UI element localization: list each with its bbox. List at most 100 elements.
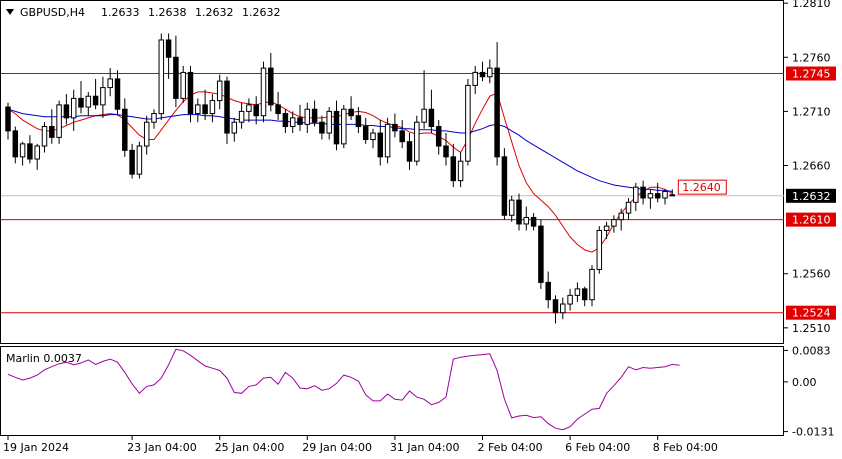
candle: [297, 104, 303, 131]
candle: [187, 65, 194, 123]
candle-body: [341, 108, 347, 145]
candle: [392, 113, 398, 138]
price-axis: 1.2810 1.2760 1.2710 1.2660 1.2560 1.2510 1.27…: [784, 0, 836, 335]
candle-body: [297, 117, 303, 125]
candle: [516, 193, 522, 231]
candle: [560, 297, 566, 320]
candle-body: [180, 71, 186, 99]
candle: [165, 33, 172, 79]
candle: [662, 189, 668, 205]
candle-body: [545, 281, 551, 301]
dropdown-triangle-icon[interactable]: [6, 9, 14, 15]
candle-body: [19, 143, 26, 158]
candle: [567, 288, 573, 311]
candle-body: [12, 130, 19, 158]
candle: [406, 133, 413, 170]
candle-body: [92, 95, 99, 106]
marlin-path: [7, 348, 680, 431]
candle-body: [216, 80, 223, 102]
candle: [647, 189, 654, 209]
candle-body: [143, 121, 150, 147]
candle: [399, 120, 405, 149]
candle-body: [647, 193, 654, 199]
level-badge: [786, 66, 836, 81]
candle-body: [304, 108, 311, 125]
candle-body: [487, 67, 493, 78]
time-tick-label: 2 Feb 04:00: [478, 441, 543, 454]
indicator-tick-label: 0.00: [792, 376, 817, 389]
candle: [581, 286, 588, 307]
candle: [260, 61, 267, 123]
candle: [100, 76, 106, 118]
candle-body: [414, 121, 420, 162]
moving-averages: 1.2640: [7, 91, 727, 253]
candle: [275, 91, 281, 121]
candle-body: [326, 110, 332, 134]
candle-body: [100, 87, 106, 106]
candle: [34, 143, 40, 170]
candle-body: [333, 110, 340, 145]
candle: [384, 117, 391, 164]
indicator-tick-label: 0.0083: [792, 344, 831, 357]
candle-body: [377, 132, 384, 158]
indicator-panel: 0.0083 0.00 -0.0131 Marlin 0.0037: [0, 344, 834, 439]
candle-body: [56, 104, 62, 138]
candle: [479, 61, 486, 82]
candle-body: [457, 160, 464, 182]
candle-body: [34, 145, 40, 160]
candle-body: [151, 113, 157, 123]
candle-body: [392, 123, 398, 132]
candle: [238, 102, 245, 129]
candle: [19, 141, 26, 166]
current-price-label: 1.2632: [792, 190, 831, 203]
candle: [326, 107, 332, 140]
candle-body: [435, 126, 442, 147]
candle-body: [443, 145, 449, 158]
candle: [443, 133, 449, 166]
current-price-badge: [786, 188, 836, 203]
candle: [603, 221, 610, 240]
candle: [545, 271, 551, 309]
candle: [370, 128, 376, 149]
candle: [552, 295, 559, 324]
candle-body: [173, 56, 179, 99]
candle: [428, 89, 435, 134]
price-tick-label: 1.2510: [792, 322, 831, 335]
candle-body: [640, 186, 646, 199]
candle: [589, 265, 595, 307]
ohlc-readout: 1.2633 1.2638 1.2632 1.2632: [101, 6, 281, 19]
candle-body: [348, 108, 354, 117]
candle: [122, 98, 128, 157]
candle: [362, 117, 369, 144]
level-label: 1.2745: [792, 68, 831, 81]
price-tick-label: 1.2760: [792, 51, 831, 64]
candle-body: [260, 67, 267, 117]
candle: [465, 78, 471, 166]
candle-body: [508, 199, 515, 216]
candle: [319, 115, 325, 140]
candle: [143, 115, 150, 155]
price-tick-label: 1.2710: [792, 105, 831, 118]
candle-body: [289, 117, 296, 128]
candle-body: [581, 288, 588, 301]
candle: [304, 102, 311, 134]
time-tick-label: 6 Feb 04:00: [565, 441, 630, 454]
candle: [654, 182, 661, 203]
candle: [596, 226, 603, 274]
time-tick-label: 25 Jan 04:00: [215, 441, 285, 454]
candle: [311, 100, 318, 127]
candle: [202, 89, 208, 121]
candle: [530, 213, 537, 231]
time-tick-label: 29 Jan 04:00: [302, 441, 372, 454]
candle-body: [494, 67, 500, 158]
indicator-tick-label: -0.0131: [792, 426, 834, 439]
candle: [5, 102, 11, 140]
candle-body: [107, 78, 113, 89]
candle-body: [282, 113, 289, 128]
candle-body: [428, 108, 435, 128]
candle: [355, 107, 362, 134]
candle-body: [165, 39, 172, 58]
candle-body: [625, 201, 632, 214]
candle: [414, 115, 420, 166]
candle: [136, 141, 143, 179]
